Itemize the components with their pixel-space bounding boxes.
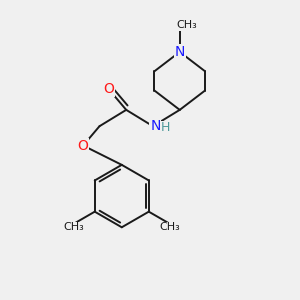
Text: N: N	[150, 119, 161, 133]
Text: CH₃: CH₃	[64, 222, 84, 232]
Text: N: N	[175, 45, 185, 59]
Text: CH₃: CH₃	[177, 20, 197, 30]
Text: H: H	[161, 121, 170, 134]
Text: O: O	[103, 82, 114, 96]
Text: O: O	[78, 139, 88, 152]
Text: CH₃: CH₃	[159, 222, 180, 232]
